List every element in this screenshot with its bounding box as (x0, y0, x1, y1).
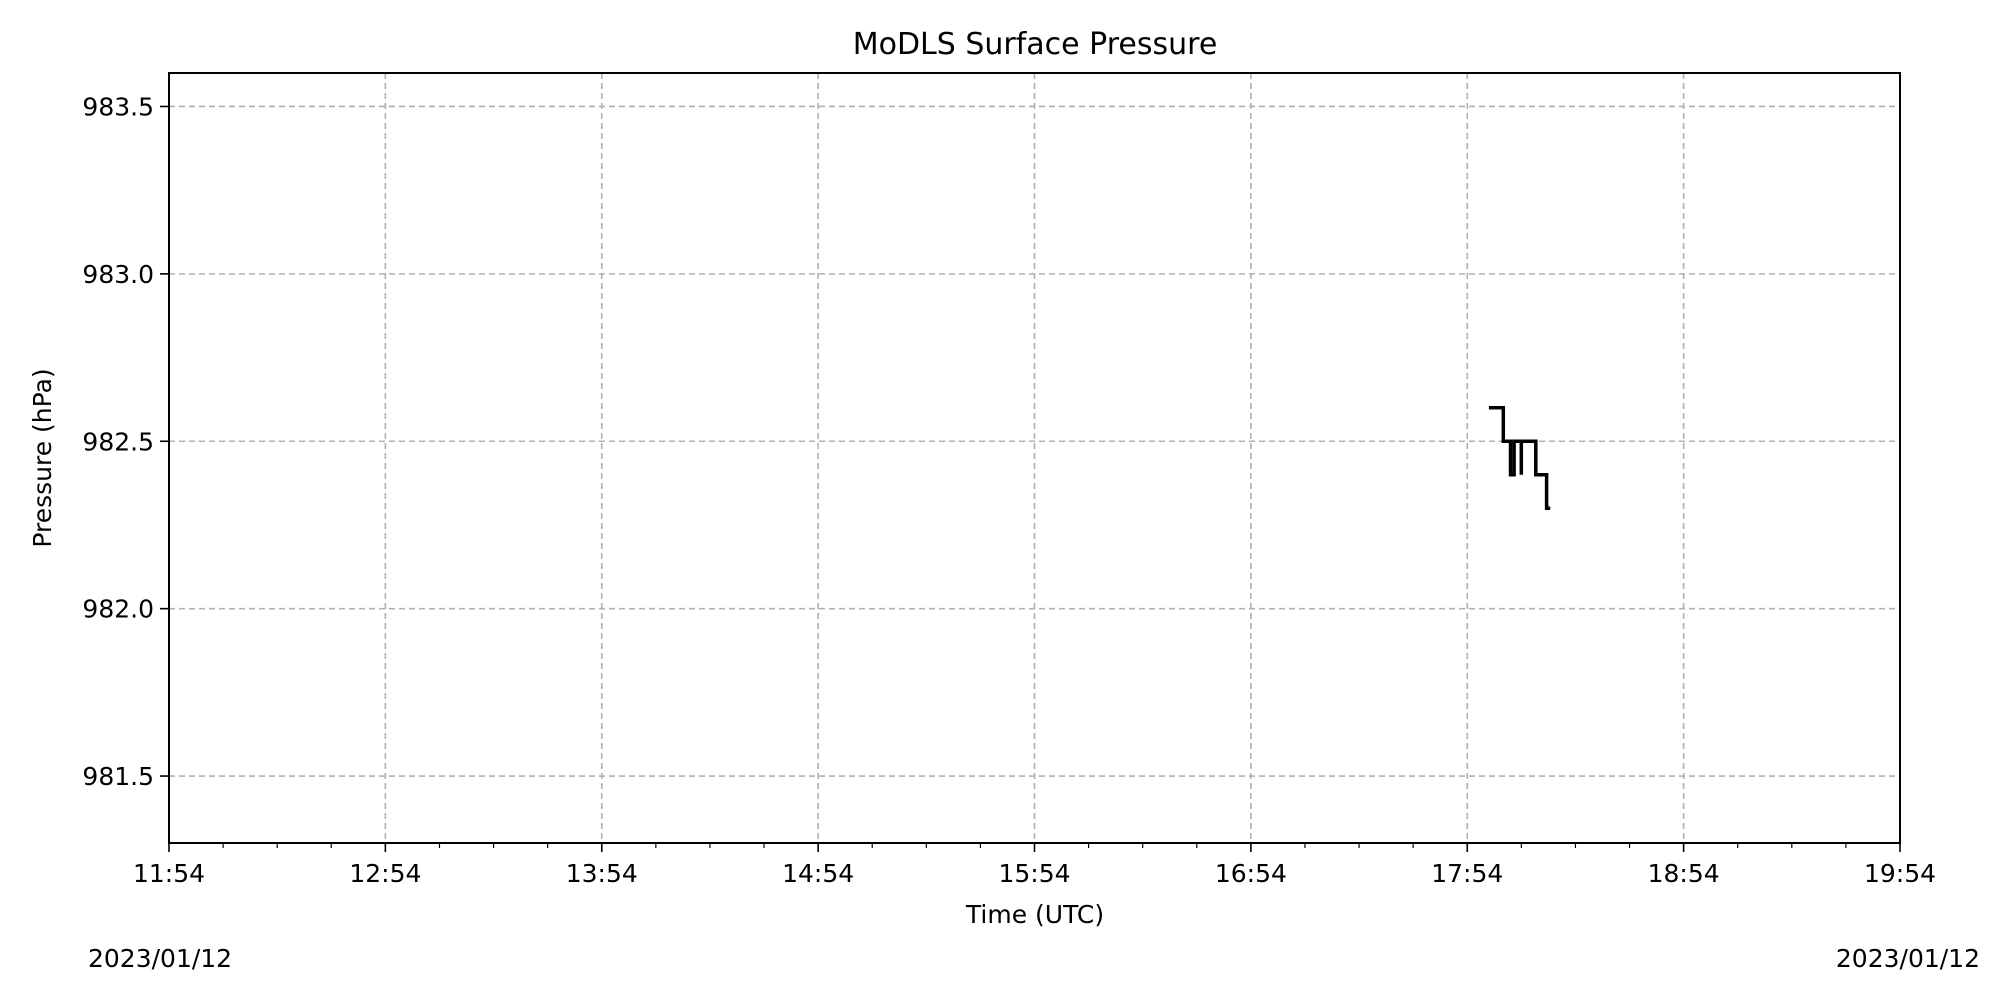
y-tick-label: 982.0 (82, 595, 154, 624)
x-tick-label: 15:54 (998, 859, 1070, 888)
y-tick-label: 983.0 (82, 260, 154, 289)
x-tick-label: 14:54 (782, 859, 854, 888)
axis-ticks: 11:54 12:54 13:54 14:54 15:54 16:54 17:54 18:54… (82, 92, 1936, 888)
x-axis-label: Time (UTC) (965, 900, 1104, 929)
x-tick-label: 18:54 (1648, 859, 1720, 888)
x-tick-label: 12:54 (349, 859, 421, 888)
pressure-series-line (1488, 406, 1551, 510)
end-date-label: 2023/01/12 (1835, 944, 1980, 973)
x-tick-label: 11:54 (133, 859, 205, 888)
x-tick-label: 16:54 (1215, 859, 1287, 888)
y-tick-label: 981.5 (82, 762, 154, 791)
y-tick-label: 982.5 (82, 427, 154, 456)
series-layer (1488, 406, 1551, 510)
grid-lines (168, 73, 1901, 843)
y-axis-label: Pressure (hPa) (28, 368, 57, 547)
start-date-label: 2023/01/12 (88, 944, 233, 973)
x-tick-label: 19:54 (1864, 859, 1936, 888)
x-tick-label: 13:54 (566, 859, 638, 888)
x-tick-label: 17:54 (1431, 859, 1503, 888)
y-tick-label: 983.5 (82, 92, 154, 121)
chart-title: MoDLS Surface Pressure (853, 27, 1218, 62)
